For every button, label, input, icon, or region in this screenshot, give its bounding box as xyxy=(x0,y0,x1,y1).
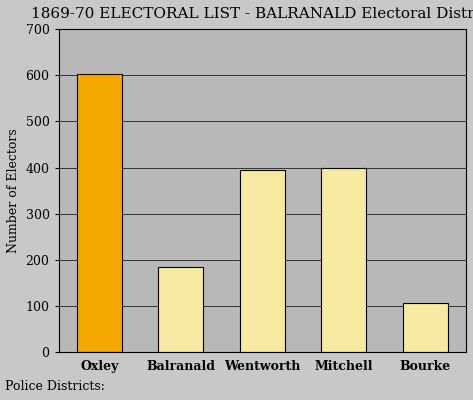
Bar xyxy=(321,168,366,352)
Bar xyxy=(403,302,447,352)
Text: Police Districts:: Police Districts: xyxy=(5,380,105,394)
Bar xyxy=(158,267,203,352)
Y-axis label: Number of Electors: Number of Electors xyxy=(7,128,20,253)
Bar xyxy=(77,74,122,352)
Title: 1869-70 ELECTORAL LIST - BALRANALD Electoral District: 1869-70 ELECTORAL LIST - BALRANALD Elect… xyxy=(31,7,473,21)
Bar xyxy=(240,170,285,352)
